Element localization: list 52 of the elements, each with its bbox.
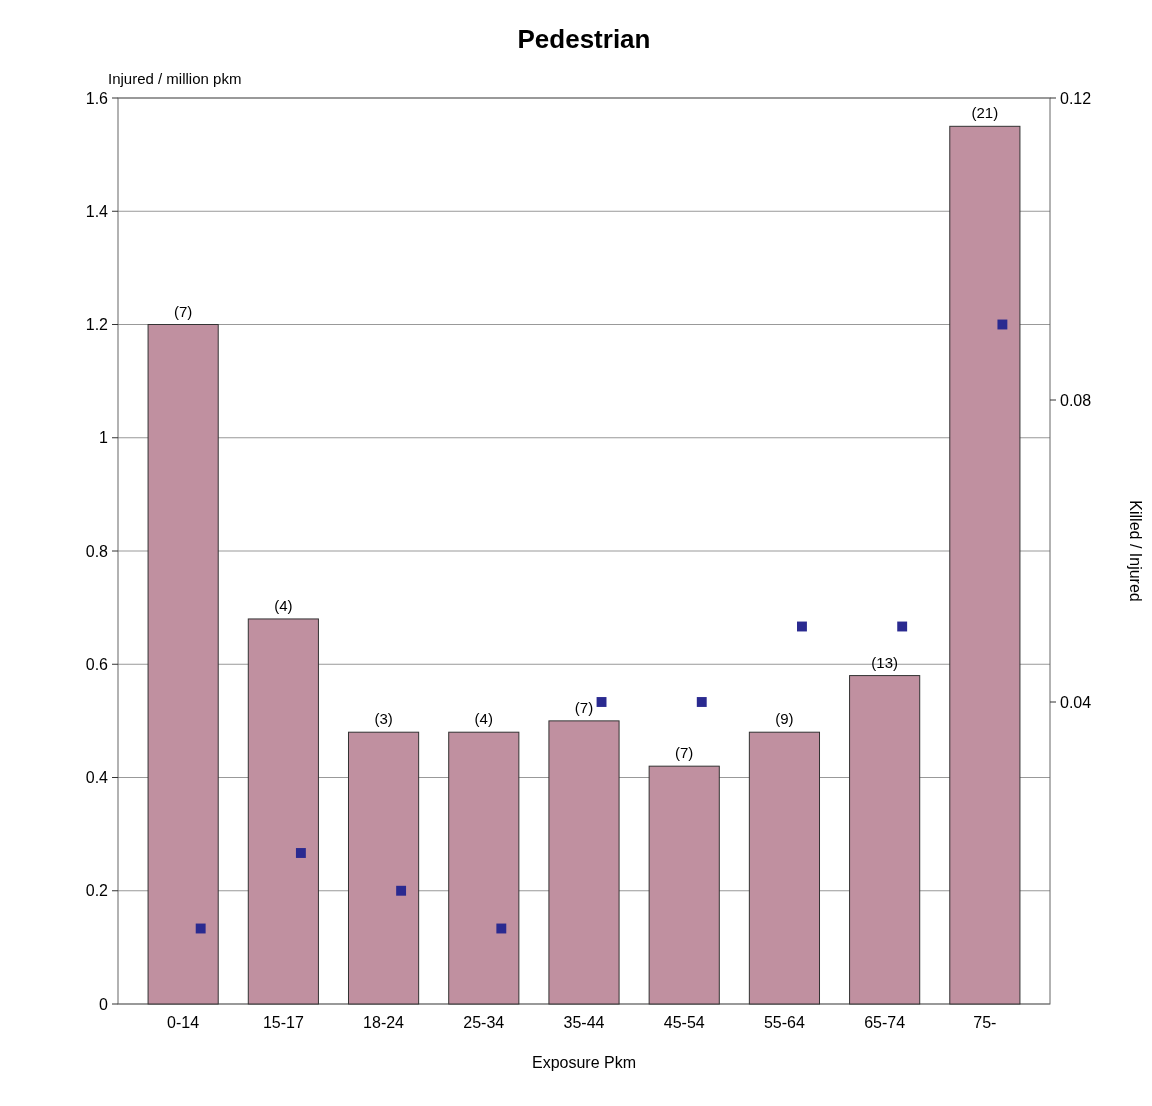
bar (147, 324, 219, 1005)
y-tick-label: 1.2 (85, 316, 109, 334)
y-axis-title: Injured / million pkm (108, 70, 242, 87)
bar (548, 720, 620, 1005)
y2-tick-label: 0.12 (1060, 89, 1092, 107)
x-tick-label: 75- (973, 1014, 997, 1031)
bar (348, 731, 420, 1005)
y-tick-label: 0.2 (85, 882, 109, 900)
x-tick-label: 35-44 (563, 1014, 605, 1031)
annotation: (9) (775, 710, 794, 728)
point (596, 697, 607, 707)
y-tick-label: 1.4 (85, 202, 109, 220)
y2-tick-label: 0.08 (1060, 391, 1092, 409)
point (997, 319, 1008, 330)
bar (748, 731, 821, 1005)
bar (648, 765, 720, 1005)
point (195, 923, 206, 934)
x-tick-label: 65-74 (864, 1014, 906, 1031)
annotation: (7) (574, 698, 594, 716)
x-tick-label: 18-24 (363, 1014, 405, 1031)
y-tick-label: 0 (99, 995, 109, 1013)
annotation: (7) (173, 302, 193, 320)
annotation: (4) (274, 596, 293, 614)
point (295, 848, 306, 858)
annotation: (7) (675, 744, 694, 762)
y2-tick-label: 0.04 (1060, 693, 1092, 711)
point (696, 697, 707, 707)
point (797, 621, 807, 632)
bar (949, 125, 1021, 1005)
x-tick-label: 0-14 (167, 1014, 200, 1031)
annotation: (4) (474, 710, 493, 728)
y-tick-label: 0.6 (85, 655, 109, 673)
y-tick-label: 0.4 (85, 769, 109, 787)
bar (448, 731, 520, 1005)
x-tick-label: 25-34 (463, 1014, 505, 1031)
annotation: (3) (374, 710, 393, 728)
point (496, 923, 507, 934)
x-tick-label: 55-64 (763, 1014, 805, 1031)
y2-axis-title: Killed / Injured (1127, 500, 1144, 602)
point (897, 621, 908, 632)
annotation: (21) (971, 104, 999, 122)
point (396, 885, 407, 896)
y-tick-label: 0.8 (85, 542, 109, 560)
y-tick-label: 1.6 (85, 89, 109, 107)
bar (849, 675, 921, 1005)
chart-title: Pedestrian (517, 24, 651, 54)
x-axis-title: Exposure Pkm (531, 1054, 637, 1071)
y-tick-label: 1 (99, 429, 109, 447)
bar (247, 618, 319, 1005)
x-tick-label: 15-17 (262, 1014, 304, 1031)
annotation: (13) (871, 653, 898, 671)
x-tick-label: 45-54 (663, 1014, 705, 1031)
